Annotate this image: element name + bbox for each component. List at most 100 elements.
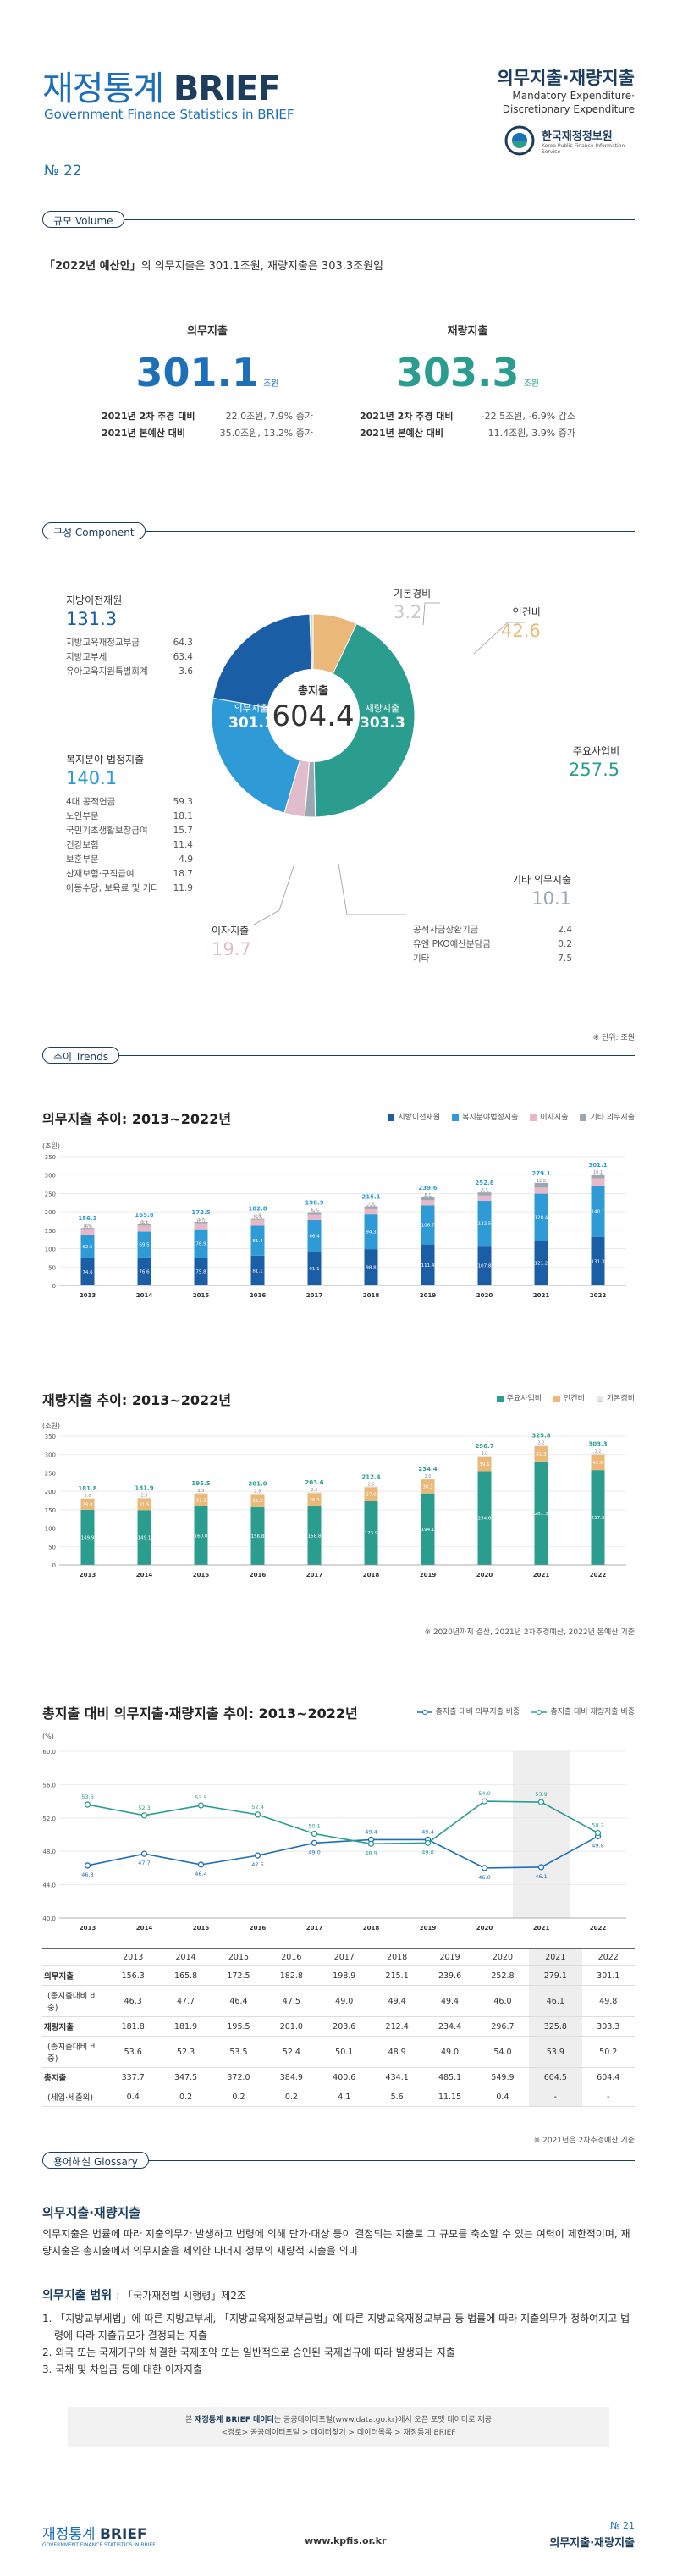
bar-segment-label: 41.3 (536, 1452, 547, 1457)
data-point (481, 1798, 488, 1805)
other-mandatory-list: 공적자금상환기금 2.4 유엔 PKO예산분담금 0.2 기타 7.5 (413, 923, 572, 966)
bar-segment-label: 36.3 (309, 1498, 320, 1503)
data-label: 49.8 (592, 1842, 603, 1849)
bar-segment (80, 1228, 95, 1230)
brand-title: 재정통계 BRIEF (42, 61, 281, 110)
legend-item: 이자지출 (530, 1111, 568, 1122)
welfare-group: 복지분야 법정지출 140.1 4대 공적연금 59.3 노인부문 18.1 국민기… (66, 752, 193, 896)
table-cell: 604.5 (529, 2067, 582, 2087)
mandatory-trend-chart: 0 50 100 150 200 250 300 350 74.6 62.5 16.42.6 156.… (45, 1154, 626, 1299)
institute-logo: 한국재정정보원 Korea Public Finance Information… (504, 125, 635, 156)
glossary-definition: 의무지출은 법률에 따라 지출의무가 발생하고 법령에 의해 단가·대상 등이 … (42, 2228, 630, 2257)
data-point (537, 1799, 545, 1805)
x-tick-label: 2016 (250, 1925, 267, 1932)
bar-segment-label: 91.1 (309, 1267, 319, 1272)
bar-segment (591, 1178, 605, 1186)
bar-segment (421, 1205, 435, 1245)
major-projects-value: 257.5 (569, 760, 620, 780)
bar-segment-label: 86.4 (309, 1235, 320, 1240)
bar-segment (421, 1493, 435, 1565)
table-cell: 46.3 (107, 1985, 160, 2017)
y-tick-label: 44.0 (42, 1882, 56, 1889)
table-cell: 0.4 (107, 2087, 160, 2107)
discretionary-label: 재량지출 (447, 325, 488, 338)
footer-url[interactable]: www.kpfis.or.kr (305, 2535, 387, 2546)
mandatory-trend-title: 의무지출 추이: 2013~2022년 (42, 1111, 232, 1127)
trends-divider (42, 1055, 635, 1056)
bar-total-label: 182.8 (248, 1206, 267, 1213)
data-label: 49.4 (365, 1828, 377, 1835)
table-cell: 48.9 (370, 2036, 424, 2068)
y-tick-label: 50 (48, 1264, 56, 1271)
x-tick-label: 2014 (136, 1292, 153, 1299)
bar-segment-label: 4.8 (255, 1214, 261, 1219)
series-line (87, 1800, 598, 1845)
bar-segment-label: 76.6 (139, 1269, 150, 1274)
mandatory-compare-1-label: 2021년 2차 추경 대비 (102, 411, 195, 422)
table-cell: 212.4 (370, 2016, 424, 2037)
bar-segment-label: 2.0 (85, 1494, 91, 1499)
donut-slice-major (312, 622, 416, 818)
source-box: 본 재정통계 BRIEF 데이터는 공공데이터포털(www.data.go.kr… (68, 2407, 609, 2447)
discretionary-unit: 조원 (523, 379, 539, 389)
trends-footnote: ※ 2020년까지 결산, 2021년 2차추경예산, 2022년 본예산 기준 (424, 1628, 636, 1637)
table-cell: 52.4 (265, 2036, 318, 2068)
donut-mandatory-value: 301.1 (228, 715, 274, 732)
y-tick-label: 200 (45, 1209, 56, 1216)
table-header: 2016 (265, 1948, 318, 1966)
table-header: 2014 (159, 1948, 212, 1966)
bar-segment (137, 1510, 151, 1565)
table-cell: 0.2 (159, 2087, 212, 2107)
table-cell: 215.1 (370, 1965, 424, 1986)
y-tick-label: 250 (45, 1191, 56, 1197)
discretionary-compare-1-label: 2021년 2차 추경 대비 (360, 411, 454, 422)
bar-segment-label: 6.7 (311, 1208, 318, 1213)
donut-center: 총지출 604.4 (271, 682, 355, 733)
x-tick-label: 2018 (363, 1572, 380, 1578)
y-tick-label: 56.0 (42, 1782, 56, 1788)
bar-segment (534, 1182, 548, 1188)
bar-segment-label: 257.5 (592, 1516, 605, 1521)
table-cell: 4.1 (317, 2087, 371, 2107)
table-cell: 296.7 (476, 2016, 530, 2037)
y-tick-label: 300 (45, 1452, 56, 1459)
bar-segment-label: 62.5 (82, 1245, 93, 1250)
bar-segment-label: 3.2 (595, 1449, 602, 1454)
data-label: 46.1 (535, 1873, 547, 1880)
personnel-value: 42.6 (501, 621, 541, 641)
table-cell: 46.4 (212, 1985, 266, 2017)
bar-segment-label: 74.6 (82, 1270, 93, 1275)
x-tick-label: 2013 (80, 1292, 96, 1299)
list-item: 지방교육재정교부금 64.3 (66, 638, 193, 648)
bar-segment-label: 2.0 (425, 1474, 432, 1479)
table-row: 재량지출 181.8 181.9 195.5 201.0 203.6 212.4 234.4 2… (42, 2016, 635, 2037)
donut-discretionary-label: 재량지출 303.3 (360, 701, 405, 732)
glossary-scope-title: 의무지출 범위 (42, 2289, 113, 2302)
bar-segment-label: 38.3 (422, 1484, 433, 1490)
bar-segment (364, 1206, 378, 1209)
x-tick-label: 2016 (250, 1292, 267, 1299)
bar-segment-label: 131.3 (592, 1259, 605, 1264)
share-trend-chart: 40.0 44.0 48.0 52.0 56.0 60.0 46.3 47.7 46.4 47.5… (42, 1749, 626, 1932)
data-point (84, 1801, 91, 1808)
bar-total-label: 181.8 (78, 1485, 96, 1492)
table-row: 의무지출 156.3 165.8 172.5 182.8 198.9 215.1 239.6 2… (42, 1965, 635, 1986)
data-point (481, 1865, 488, 1871)
list-item: 보훈부문 4.9 (66, 854, 193, 865)
bar-segment-label: 106.7 (421, 1223, 435, 1228)
y-tick-label: 300 (45, 1173, 56, 1180)
x-tick-label: 2017 (306, 1925, 323, 1932)
x-tick-label: 2019 (420, 1572, 437, 1578)
y-tick-label: 50 (48, 1544, 56, 1551)
bar-segment (80, 1509, 95, 1565)
volume-section-tab: 규모 Volume (42, 211, 124, 228)
data-point (537, 1864, 545, 1871)
bar-segment-label: 3.0 (482, 1451, 488, 1457)
mandatory-trend-unit: (조원) (42, 1142, 60, 1150)
x-tick-label: 2016 (250, 1572, 267, 1578)
bar-total-label: 303.3 (588, 1440, 607, 1447)
list-item: 4대 공적연금 59.3 (66, 797, 193, 807)
table-cell: 54.0 (476, 2036, 530, 2068)
component-section-tab: 구성 Component (42, 522, 146, 539)
table-cell: 279.1 (529, 1965, 582, 1986)
